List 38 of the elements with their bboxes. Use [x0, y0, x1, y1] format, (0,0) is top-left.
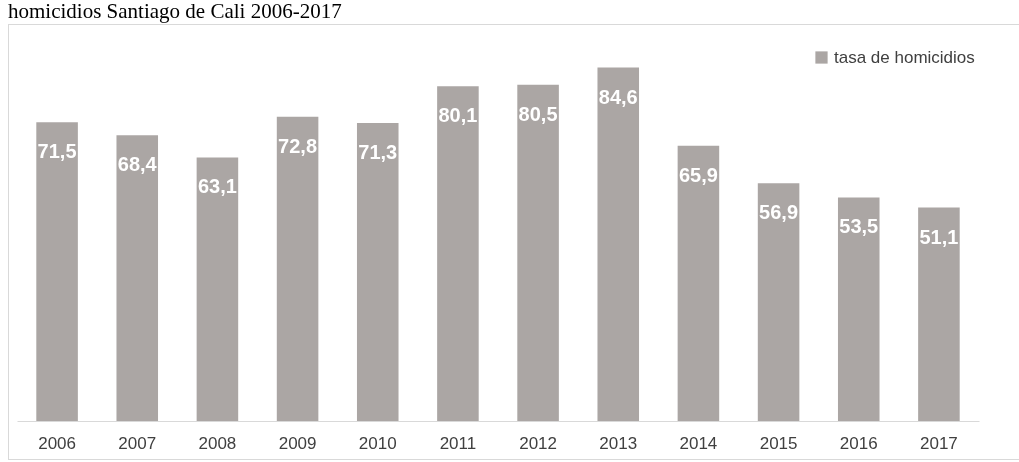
x-tick-label: 2015: [759, 433, 798, 453]
chart-title: homicidios Santiago de Cali 2006-2017: [8, 0, 342, 23]
bar: [36, 122, 78, 421]
data-label: 84,6: [598, 85, 638, 108]
data-label: 71,5: [37, 140, 77, 163]
data-label: 65,9: [678, 163, 718, 186]
data-label: 72,8: [278, 134, 318, 157]
x-tick-label: 2012: [519, 433, 557, 453]
x-tick-label: 2014: [679, 433, 718, 453]
x-tick-label: 2007: [118, 433, 157, 453]
bar: [918, 207, 960, 421]
x-tick-label: 2009: [278, 433, 317, 453]
data-label: 53,5: [839, 215, 879, 238]
x-tick-label: 2006: [38, 433, 76, 453]
bar: [116, 135, 159, 421]
data-label: 56,9: [759, 201, 799, 224]
x-tick-label: 2010: [358, 433, 397, 453]
data-label: 68,4: [117, 153, 158, 176]
bar: [517, 84, 559, 421]
data-label: 63,1: [197, 175, 237, 198]
bar: [196, 157, 239, 421]
bar: [757, 183, 800, 421]
data-label: 80,1: [438, 104, 478, 127]
bar: [437, 86, 479, 421]
x-tick-label: 2016: [839, 433, 878, 453]
legend-label: tasa de homicidios: [834, 47, 975, 67]
data-label: 71,3: [358, 141, 398, 164]
data-label: 80,5: [518, 102, 558, 125]
bar: [356, 123, 399, 421]
bar: [677, 145, 720, 421]
x-tick-label: 2008: [198, 433, 237, 453]
data-label: 51,1: [919, 225, 959, 248]
bar: [837, 197, 880, 421]
x-tick-label: 2011: [439, 433, 477, 453]
x-tick-label: 2013: [599, 433, 638, 453]
x-tick-label: 2017: [920, 433, 958, 453]
bar: [276, 116, 319, 421]
bar: [597, 67, 640, 421]
